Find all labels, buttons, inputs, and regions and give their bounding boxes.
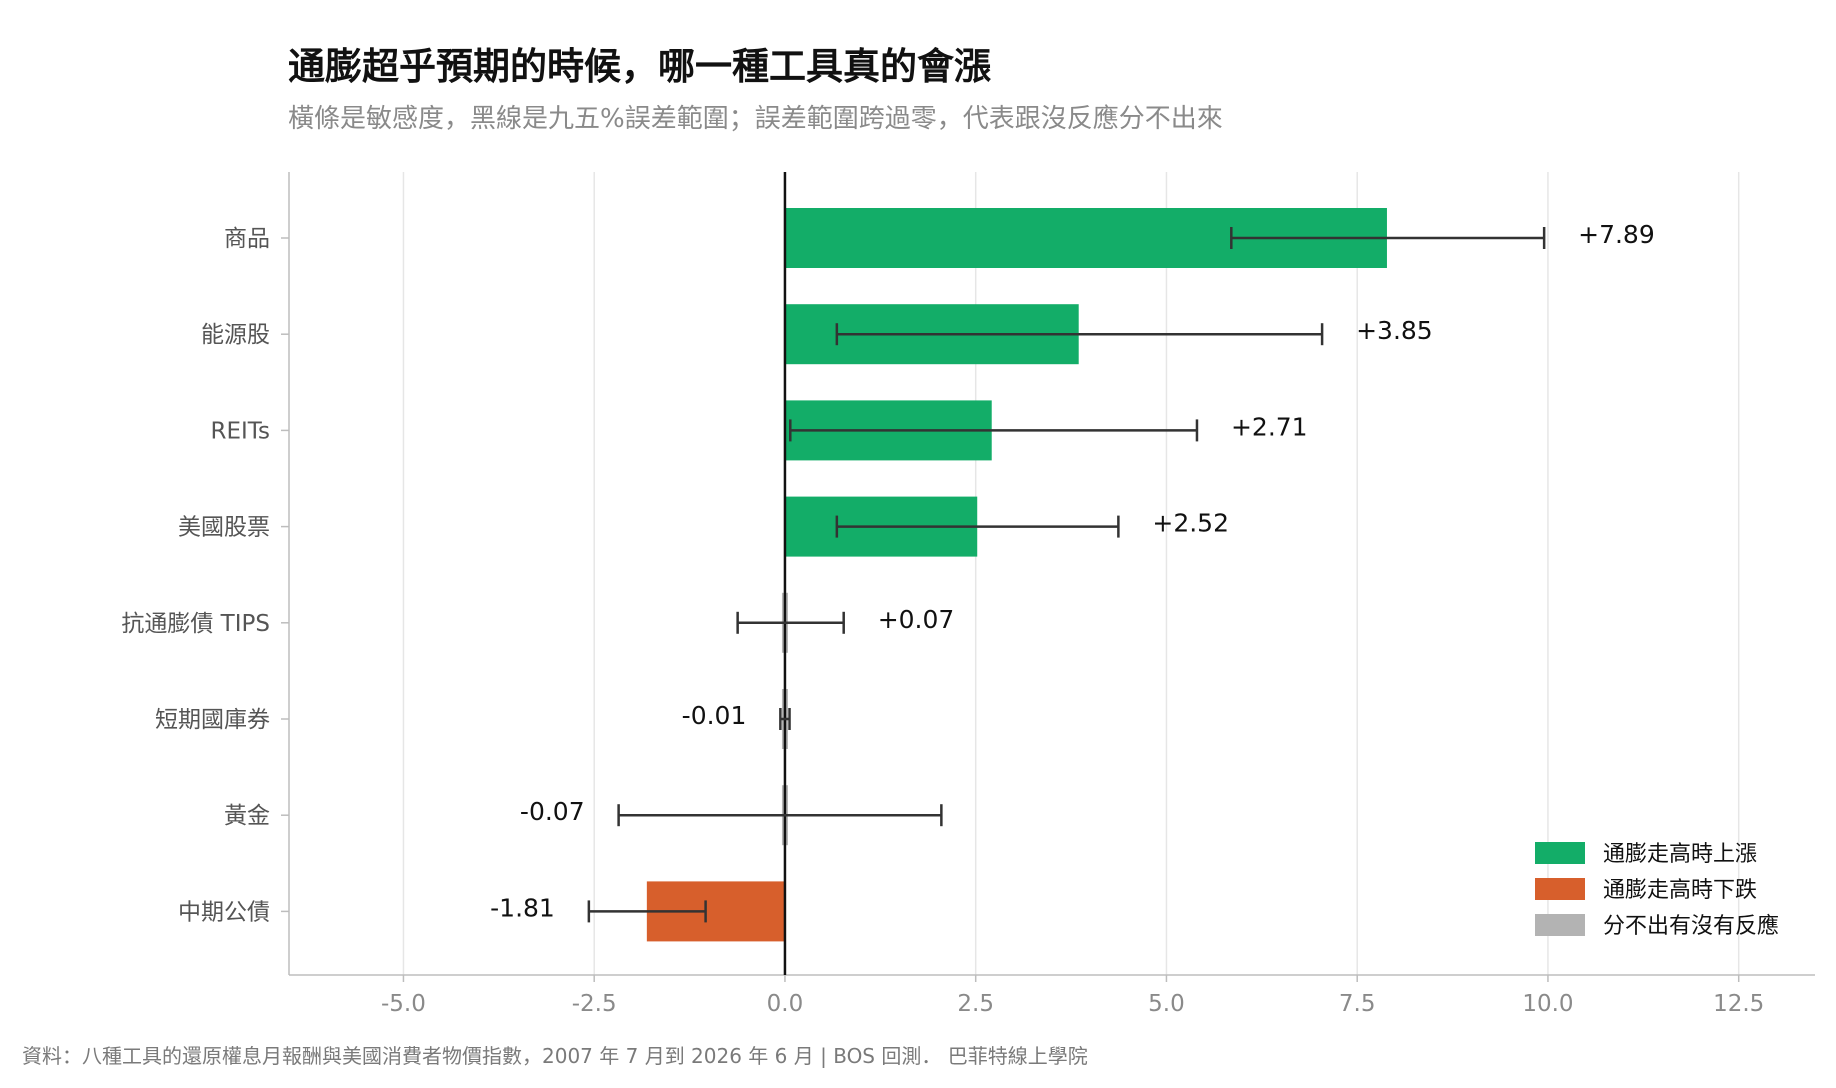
x-tick-label: 7.5 bbox=[1339, 991, 1376, 1017]
legend-swatch bbox=[1535, 842, 1585, 864]
category-label: 美國股票 bbox=[178, 515, 270, 541]
value-label: +0.07 bbox=[878, 605, 955, 634]
category-label: REITs bbox=[210, 418, 270, 444]
x-tick-label: -2.5 bbox=[572, 991, 617, 1017]
value-label: +2.52 bbox=[1152, 509, 1229, 538]
category-label: 抗通膨債 TIPS bbox=[121, 611, 270, 637]
x-tick-label: 10.0 bbox=[1522, 991, 1573, 1017]
source-footer: 資料：八種工具的還原權息月報酬與美國消費者物價指數，2007 年 7 月到 20… bbox=[22, 1044, 1088, 1068]
category-label: 短期國庫券 bbox=[155, 707, 270, 733]
value-label: +3.85 bbox=[1356, 316, 1433, 345]
labels: 商品 +7.89 能源股 +3.85 REITs +2.71 美國股票 +2.52 抗通膨債 T… bbox=[121, 220, 1654, 925]
value-label: +2.71 bbox=[1231, 412, 1308, 441]
value-label: -0.07 bbox=[520, 797, 585, 826]
x-tick-label: -5.0 bbox=[381, 991, 426, 1017]
legend-label: 分不出有沒有反應 bbox=[1603, 913, 1779, 939]
category-label: 黃金 bbox=[224, 803, 270, 829]
value-label: -0.01 bbox=[682, 701, 747, 730]
x-tick-label: 0.0 bbox=[767, 991, 804, 1017]
axes: -5.0 -2.5 0.0 2.5 5.0 7.5 10.0 12.5 bbox=[281, 172, 1815, 1017]
chart-title: 通膨超乎預期的時候，哪一種工具真的會漲 bbox=[288, 45, 991, 88]
value-label: +7.89 bbox=[1578, 220, 1655, 249]
x-tick-label: 12.5 bbox=[1713, 991, 1764, 1017]
legend-swatch bbox=[1535, 878, 1585, 900]
x-tick-label: 2.5 bbox=[957, 991, 994, 1017]
legend-label: 通膨走高時上漲 bbox=[1603, 842, 1757, 867]
category-label: 能源股 bbox=[201, 322, 270, 348]
error-bars bbox=[587, 227, 1546, 923]
legend-label: 通膨走高時下跌 bbox=[1603, 878, 1757, 903]
chart-subtitle: 橫條是敏感度，黑線是九五%誤差範圍；誤差範圍跨過零，代表跟沒反應分不出來 bbox=[288, 104, 1223, 134]
category-label: 商品 bbox=[224, 226, 270, 252]
legend-swatch bbox=[1535, 914, 1585, 936]
value-label: -1.81 bbox=[490, 893, 555, 922]
category-label: 中期公債 bbox=[178, 899, 270, 925]
bars bbox=[646, 208, 1387, 942]
x-tick-label: 5.0 bbox=[1148, 991, 1185, 1017]
